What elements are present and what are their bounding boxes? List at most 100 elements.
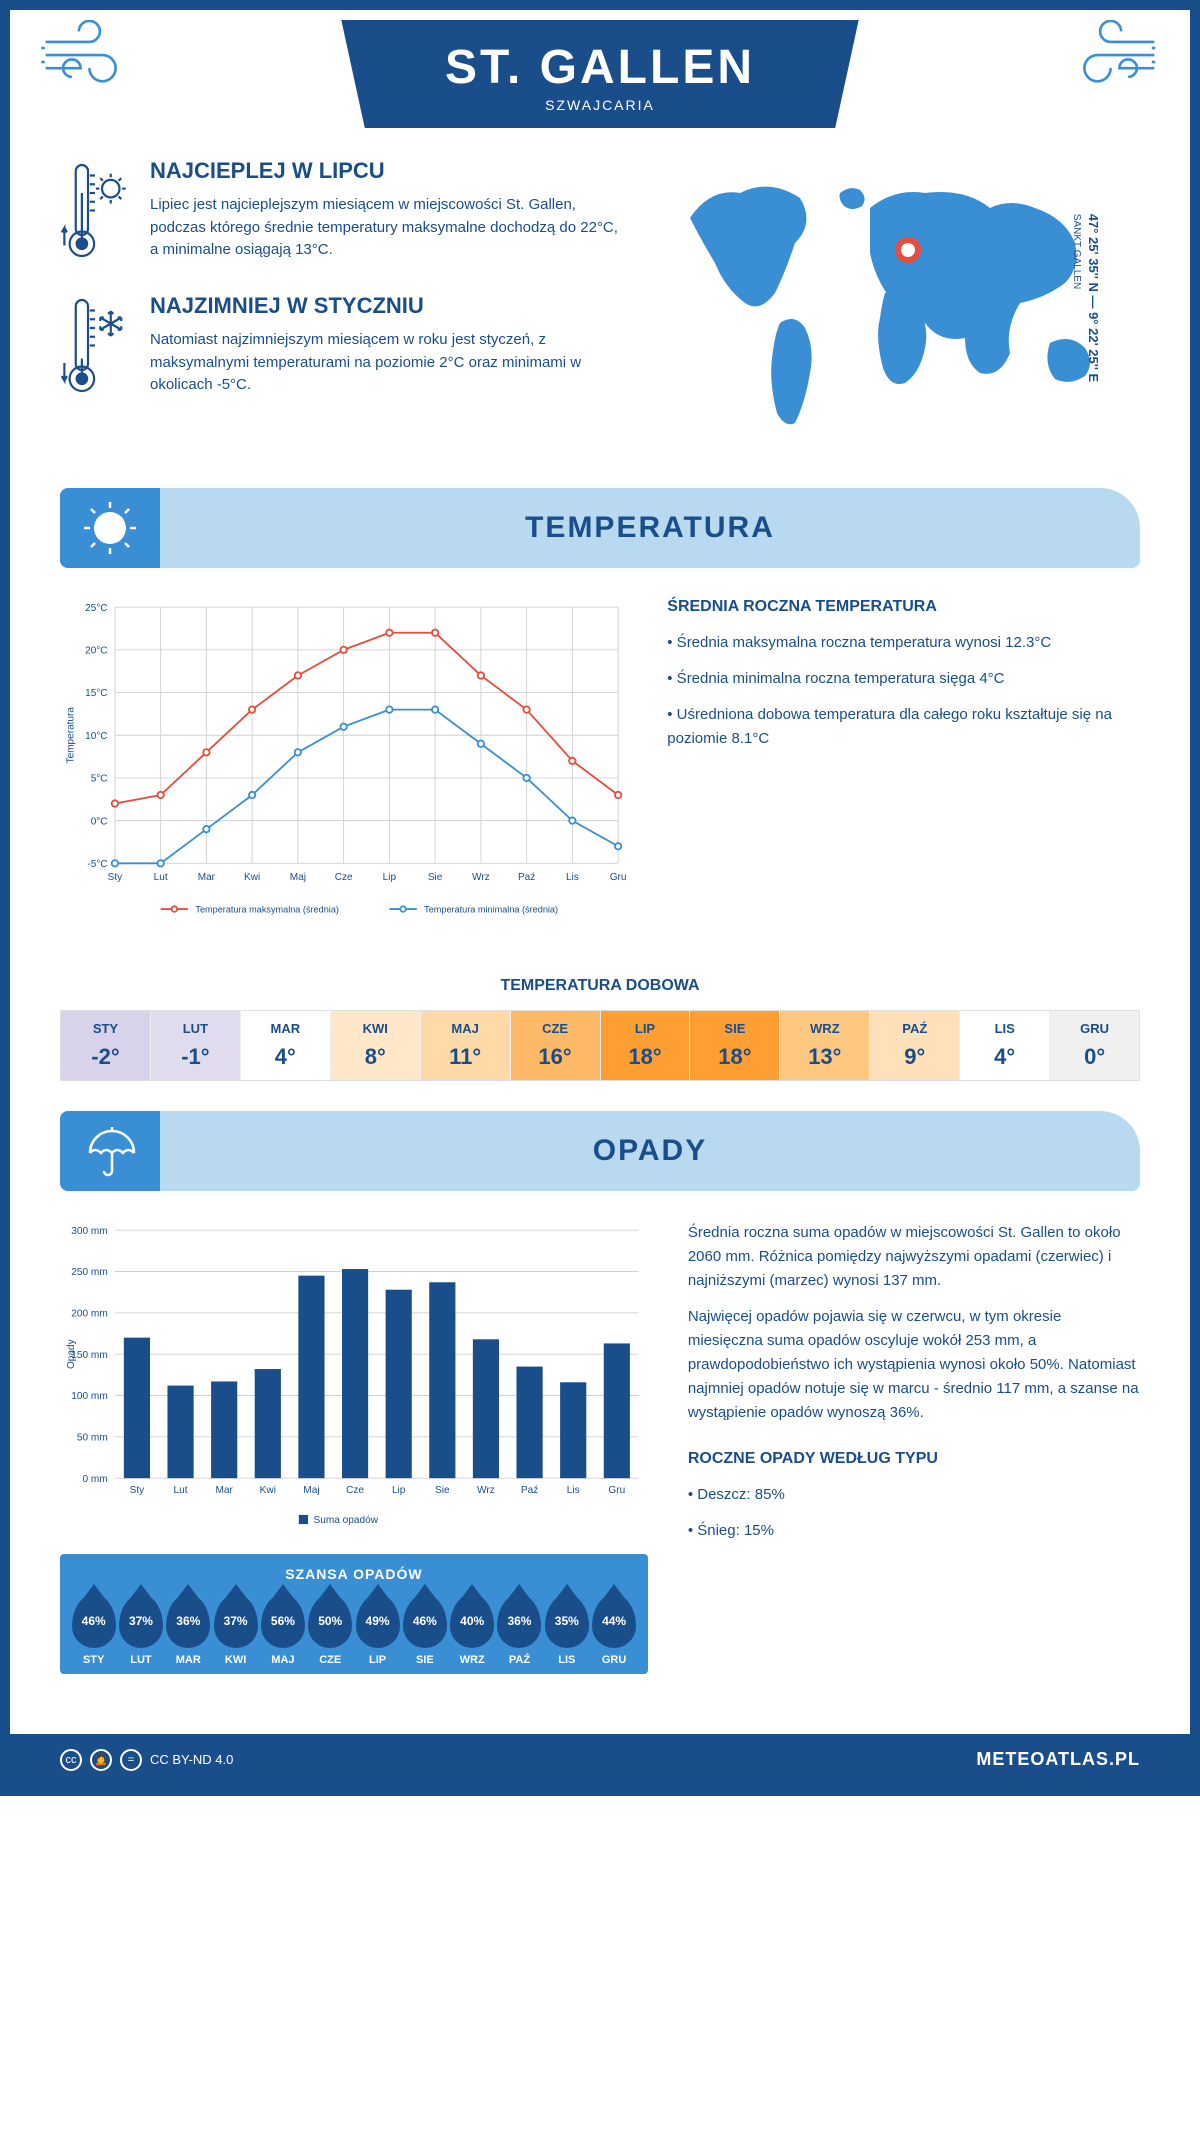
precip-chance-drop: 37%LUT [119, 1594, 163, 1666]
country-name: SZWAJCARIA [208, 97, 992, 113]
svg-text:Sie: Sie [428, 872, 443, 883]
svg-text:Temperatura minimalna (średnia: Temperatura minimalna (średnia) [424, 905, 558, 915]
coldest-text: Natomiast najzimniejszym miesiącem w rok… [150, 329, 620, 397]
temp-side-p1: • Średnia maksymalna roczna temperatura … [667, 631, 1140, 655]
svg-text:Lis: Lis [566, 872, 579, 883]
svg-text:Sie: Sie [435, 1485, 450, 1496]
svg-text:Kwi: Kwi [244, 872, 260, 883]
svg-text:Maj: Maj [303, 1485, 319, 1496]
svg-text:Sty: Sty [108, 872, 123, 883]
coldest-block: NAJZIMNIEJ W STYCZNIU Natomiast najzimni… [60, 293, 620, 398]
precip-chance-drop: 50%CZE [308, 1594, 352, 1666]
svg-text:5°C: 5°C [91, 774, 108, 785]
world-map: 47° 25' 35'' N — 9° 22' 25'' E SANKT GAL… [660, 158, 1140, 438]
precip-chance-drop: 37%KWI [214, 1594, 258, 1666]
daily-cell: LIS4° [960, 1011, 1050, 1080]
svg-text:Lut: Lut [154, 872, 168, 883]
svg-text:Opady: Opady [66, 1339, 77, 1370]
svg-text:300 mm: 300 mm [71, 1226, 107, 1237]
precip-chance-drop: 36%MAR [166, 1594, 210, 1666]
svg-text:15°C: 15°C [85, 688, 107, 699]
precip-chance-drop: 46%STY [72, 1594, 116, 1666]
section-header-precip: OPADY [60, 1111, 1140, 1191]
footer: cc 🙍 = CC BY-ND 4.0 METEOATLAS.PL [10, 1734, 1190, 1786]
daily-cell: PAŹ9° [870, 1011, 960, 1080]
svg-text:25°C: 25°C [85, 603, 107, 614]
svg-text:Lip: Lip [383, 872, 397, 883]
daily-temp-title: TEMPERATURA DOBOWA [10, 977, 1190, 995]
coldest-title: NAJZIMNIEJ W STYCZNIU [150, 293, 620, 319]
temp-side-p2: • Średnia minimalna roczna temperatura s… [667, 667, 1140, 691]
svg-text:10°C: 10°C [85, 731, 107, 742]
temperature-line-chart: -5°C 0°C 5°C 10°C 15°C 20°C 25°C Sty Lut Mar Kwi Ma… [60, 598, 627, 927]
daily-temp-table: STY-2°LUT-1°MAR4°KWI8°MAJ11°CZE16°LIP18°… [60, 1010, 1140, 1081]
svg-text:20°C: 20°C [85, 646, 107, 657]
svg-text:Sty: Sty [130, 1485, 146, 1496]
svg-text:Temperatura maksymalna (średni: Temperatura maksymalna (średnia) [195, 905, 339, 915]
precip-p2: Najwięcej opadów pojawia się w czerwcu, … [688, 1305, 1140, 1425]
svg-text:Cze: Cze [335, 872, 353, 883]
precip-chance-drop: 56%MAJ [261, 1594, 305, 1666]
daily-cell: SIE18° [690, 1011, 780, 1080]
precip-type1: • Deszcz: 85% [688, 1483, 1140, 1507]
svg-text:Temperatura: Temperatura [66, 707, 77, 764]
svg-text:100 mm: 100 mm [71, 1392, 107, 1403]
svg-text:250 mm: 250 mm [71, 1268, 107, 1279]
precip-type-title: ROCZNE OPADY WEDŁUG TYPU [688, 1450, 1140, 1468]
svg-text:Cze: Cze [346, 1485, 364, 1496]
sun-icon [80, 498, 140, 558]
daily-cell: STY-2° [61, 1011, 151, 1080]
daily-cell: MAR4° [241, 1011, 331, 1080]
warmest-text: Lipiec jest najcieplejszym miesiącem w m… [150, 194, 620, 262]
svg-text:200 mm: 200 mm [71, 1309, 107, 1320]
svg-text:Wrz: Wrz [477, 1485, 495, 1496]
by-icon: 🙍 [90, 1749, 112, 1771]
svg-text:Kwi: Kwi [260, 1485, 276, 1496]
svg-text:Paź: Paź [521, 1485, 538, 1496]
temp-side-title: ŚREDNIA ROCZNA TEMPERATURA [667, 598, 1140, 616]
cc-icon: cc [60, 1749, 82, 1771]
daily-cell: WRZ13° [780, 1011, 870, 1080]
daily-cell: MAJ11° [421, 1011, 511, 1080]
city-name: ST. GALLEN [208, 40, 992, 95]
precip-chance-drop: 35%LIS [545, 1594, 589, 1666]
warmest-title: NAJCIEPLEJ W LIPCU [150, 158, 620, 184]
svg-text:Wrz: Wrz [472, 872, 490, 883]
precip-chance-panel: SZANSA OPADÓW 46%STY37%LUT36%MAR37%KWI56… [60, 1554, 648, 1674]
thermometer-hot-icon [60, 158, 130, 263]
thermometer-cold-icon [60, 293, 130, 398]
daily-cell: LIP18° [601, 1011, 691, 1080]
nd-icon: = [120, 1749, 142, 1771]
svg-text:Maj: Maj [290, 872, 306, 883]
license: cc 🙍 = CC BY-ND 4.0 [60, 1749, 233, 1771]
daily-cell: KWI8° [331, 1011, 421, 1080]
daily-cell: GRU0° [1050, 1011, 1139, 1080]
daily-cell: CZE16° [511, 1011, 601, 1080]
svg-text:Suma opadów: Suma opadów [314, 1516, 379, 1527]
precip-p1: Średnia roczna suma opadów w miejscowośc… [688, 1221, 1140, 1293]
svg-text:0 mm: 0 mm [83, 1474, 108, 1485]
svg-text:50 mm: 50 mm [77, 1433, 108, 1444]
svg-text:-5°C: -5°C [87, 859, 107, 870]
precip-type2: • Śnieg: 15% [688, 1519, 1140, 1543]
precip-chance-drop: 46%SIE [403, 1594, 447, 1666]
brand: METEOATLAS.PL [976, 1749, 1140, 1770]
svg-text:Lut: Lut [174, 1485, 188, 1496]
warmest-block: NAJCIEPLEJ W LIPCU Lipiec jest najcieple… [60, 158, 620, 263]
svg-text:Gru: Gru [608, 1485, 625, 1496]
svg-text:Lip: Lip [392, 1485, 406, 1496]
precip-chance-drop: 36%PAŹ [497, 1594, 541, 1666]
precip-bar-chart: 0 mm50 mm100 mm150 mm200 mm250 mm300 mmO… [60, 1221, 648, 1533]
svg-text:Mar: Mar [215, 1485, 233, 1496]
svg-text:Mar: Mar [198, 872, 216, 883]
umbrella-icon [80, 1121, 140, 1181]
temp-side-p3: • Uśredniona dobowa temperatura dla całe… [667, 703, 1140, 751]
svg-text:Lis: Lis [567, 1485, 580, 1496]
header-banner: ST. GALLEN SZWAJCARIA [208, 20, 992, 128]
svg-text:Paź: Paź [518, 872, 535, 883]
section-header-temperature: TEMPERATURA [60, 488, 1140, 568]
precip-chance-drop: 40%WRZ [450, 1594, 494, 1666]
coordinates: 47° 25' 35'' N — 9° 22' 25'' E SANKT GAL… [1071, 214, 1101, 382]
svg-text:Gru: Gru [610, 872, 627, 883]
svg-text:0°C: 0°C [91, 816, 108, 827]
